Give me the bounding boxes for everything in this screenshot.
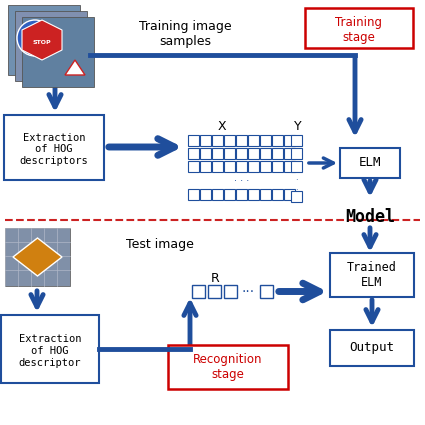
Bar xyxy=(212,148,223,159)
Bar xyxy=(248,135,259,146)
Text: X: X xyxy=(218,119,226,133)
Text: Y: Y xyxy=(294,119,302,133)
Bar xyxy=(260,189,271,200)
Bar xyxy=(236,189,247,200)
Bar xyxy=(192,285,205,298)
Bar xyxy=(5,228,70,286)
Bar xyxy=(330,253,414,297)
Bar xyxy=(212,161,223,172)
Bar xyxy=(224,285,237,298)
Bar xyxy=(305,8,413,48)
Text: ELM: ELM xyxy=(359,156,381,170)
Bar xyxy=(4,115,104,180)
Bar xyxy=(224,148,235,159)
Bar xyxy=(284,135,295,146)
Bar xyxy=(340,148,400,178)
Bar xyxy=(272,148,283,159)
Text: Extraction
of HOG
descriptors: Extraction of HOG descriptors xyxy=(20,133,88,166)
Circle shape xyxy=(17,20,53,56)
Bar xyxy=(168,345,288,389)
Bar xyxy=(236,148,247,159)
Bar xyxy=(260,161,271,172)
Text: · · ·: · · · xyxy=(234,176,249,186)
Bar xyxy=(284,148,295,159)
Bar xyxy=(200,161,211,172)
Bar xyxy=(260,135,271,146)
Text: Model: Model xyxy=(345,208,395,226)
Bar xyxy=(1,315,99,383)
Bar xyxy=(212,189,223,200)
Bar xyxy=(284,189,295,200)
Polygon shape xyxy=(65,60,85,75)
Bar xyxy=(8,5,80,75)
Bar xyxy=(248,161,259,172)
Polygon shape xyxy=(22,20,62,60)
Bar xyxy=(272,189,283,200)
Bar xyxy=(248,148,259,159)
Bar xyxy=(272,161,283,172)
Text: Training
stage: Training stage xyxy=(335,16,382,44)
Bar xyxy=(260,285,273,298)
Bar xyxy=(200,135,211,146)
Bar xyxy=(291,148,302,159)
Bar xyxy=(212,135,223,146)
Text: R: R xyxy=(211,272,219,284)
Bar xyxy=(188,148,199,159)
Bar xyxy=(284,161,295,172)
Text: Test image: Test image xyxy=(126,238,194,251)
Text: Output: Output xyxy=(349,342,394,354)
Bar xyxy=(330,330,414,366)
Text: Recognition
stage: Recognition stage xyxy=(193,353,263,381)
Bar xyxy=(208,285,221,298)
Bar xyxy=(188,189,199,200)
Bar xyxy=(260,148,271,159)
Bar xyxy=(200,189,211,200)
Text: Trained
ELM: Trained ELM xyxy=(347,261,397,289)
Bar xyxy=(272,135,283,146)
Bar xyxy=(224,189,235,200)
Bar xyxy=(291,191,302,202)
Text: Extraction
of HOG
descriptor: Extraction of HOG descriptor xyxy=(19,334,81,368)
Bar xyxy=(236,135,247,146)
Bar xyxy=(236,161,247,172)
Bar xyxy=(224,161,235,172)
Bar xyxy=(291,135,302,146)
Text: Training image
samples: Training image samples xyxy=(139,20,231,48)
Text: STOP: STOP xyxy=(33,40,51,45)
Bar xyxy=(188,161,199,172)
Bar xyxy=(248,189,259,200)
Text: ·
·: · · xyxy=(295,176,298,196)
Bar xyxy=(200,148,211,159)
Bar xyxy=(15,11,87,81)
Bar xyxy=(22,17,94,87)
Bar xyxy=(224,135,235,146)
Bar xyxy=(291,161,302,172)
Text: ···: ··· xyxy=(242,284,255,298)
Polygon shape xyxy=(13,238,62,276)
Bar xyxy=(188,135,199,146)
